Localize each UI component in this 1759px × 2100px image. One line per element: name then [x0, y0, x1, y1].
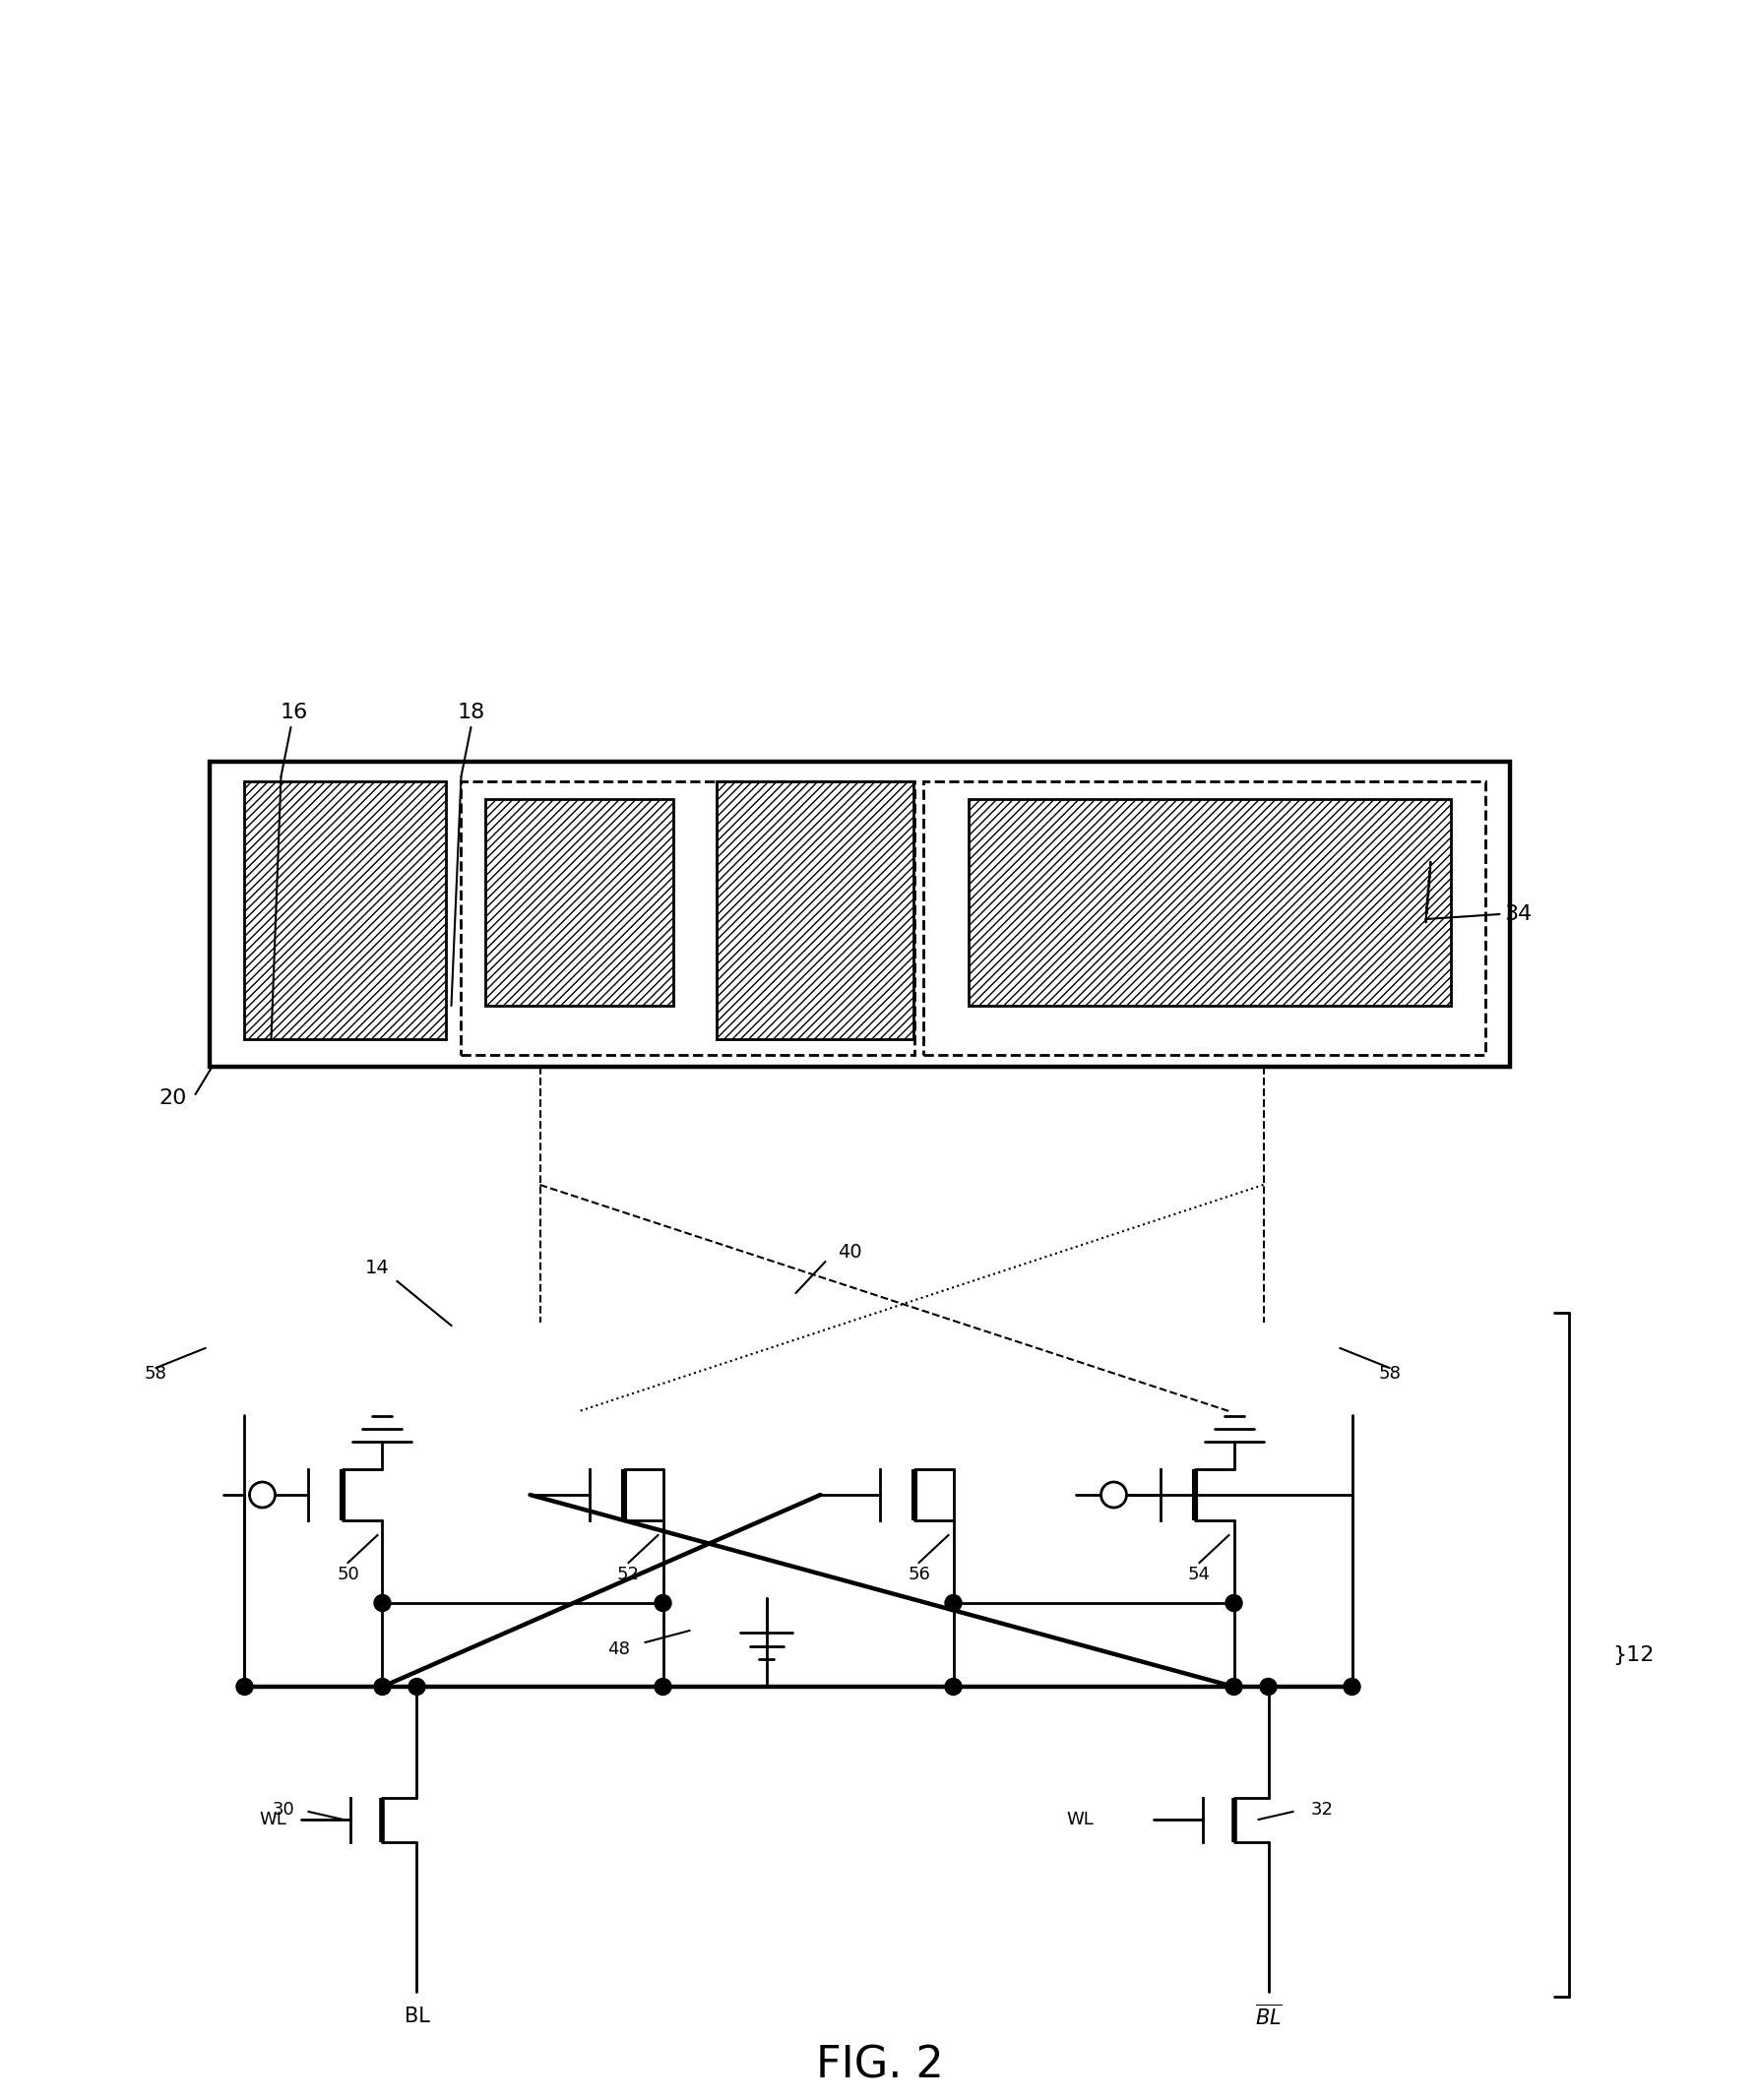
Text: 58: 58 — [144, 1365, 167, 1382]
Circle shape — [1226, 1594, 1242, 1611]
Circle shape — [250, 1483, 274, 1508]
Circle shape — [945, 1678, 962, 1695]
Circle shape — [375, 1678, 390, 1695]
Text: WL: WL — [1066, 1810, 1094, 1829]
Circle shape — [1344, 1678, 1360, 1695]
Text: 48: 48 — [607, 1640, 630, 1659]
Text: 34: 34 — [1504, 905, 1532, 924]
Circle shape — [945, 1594, 962, 1611]
Bar — [209, 762, 1509, 1067]
Bar — [485, 800, 672, 1006]
Text: 20: 20 — [158, 1088, 186, 1109]
Text: }12: }12 — [1613, 1644, 1655, 1665]
Circle shape — [654, 1594, 672, 1611]
Text: FIG. 2: FIG. 2 — [816, 2045, 943, 2087]
Text: 14: 14 — [366, 1260, 390, 1277]
Text: 56: 56 — [908, 1567, 931, 1583]
Text: 52: 52 — [617, 1567, 640, 1583]
Text: $\overline{BL}$: $\overline{BL}$ — [1254, 2003, 1282, 2029]
Bar — [461, 781, 915, 1054]
Circle shape — [408, 1678, 426, 1695]
Text: BL: BL — [405, 2006, 429, 2026]
Circle shape — [1259, 1678, 1277, 1695]
Text: 16: 16 — [280, 704, 308, 722]
Circle shape — [375, 1594, 390, 1611]
Bar — [245, 781, 447, 1040]
Circle shape — [1226, 1678, 1242, 1695]
Text: 40: 40 — [837, 1243, 862, 1262]
Text: 18: 18 — [457, 704, 485, 722]
Text: 58: 58 — [1377, 1365, 1400, 1382]
Text: 54: 54 — [1187, 1567, 1210, 1583]
Circle shape — [236, 1678, 253, 1695]
Circle shape — [1101, 1483, 1126, 1508]
Bar — [967, 800, 1451, 1006]
Circle shape — [654, 1678, 672, 1695]
Text: 50: 50 — [336, 1567, 359, 1583]
Bar — [718, 781, 915, 1040]
Text: 32: 32 — [1310, 1802, 1333, 1819]
Text: 30: 30 — [273, 1802, 296, 1819]
Bar — [923, 781, 1485, 1054]
Text: WL: WL — [260, 1810, 287, 1829]
